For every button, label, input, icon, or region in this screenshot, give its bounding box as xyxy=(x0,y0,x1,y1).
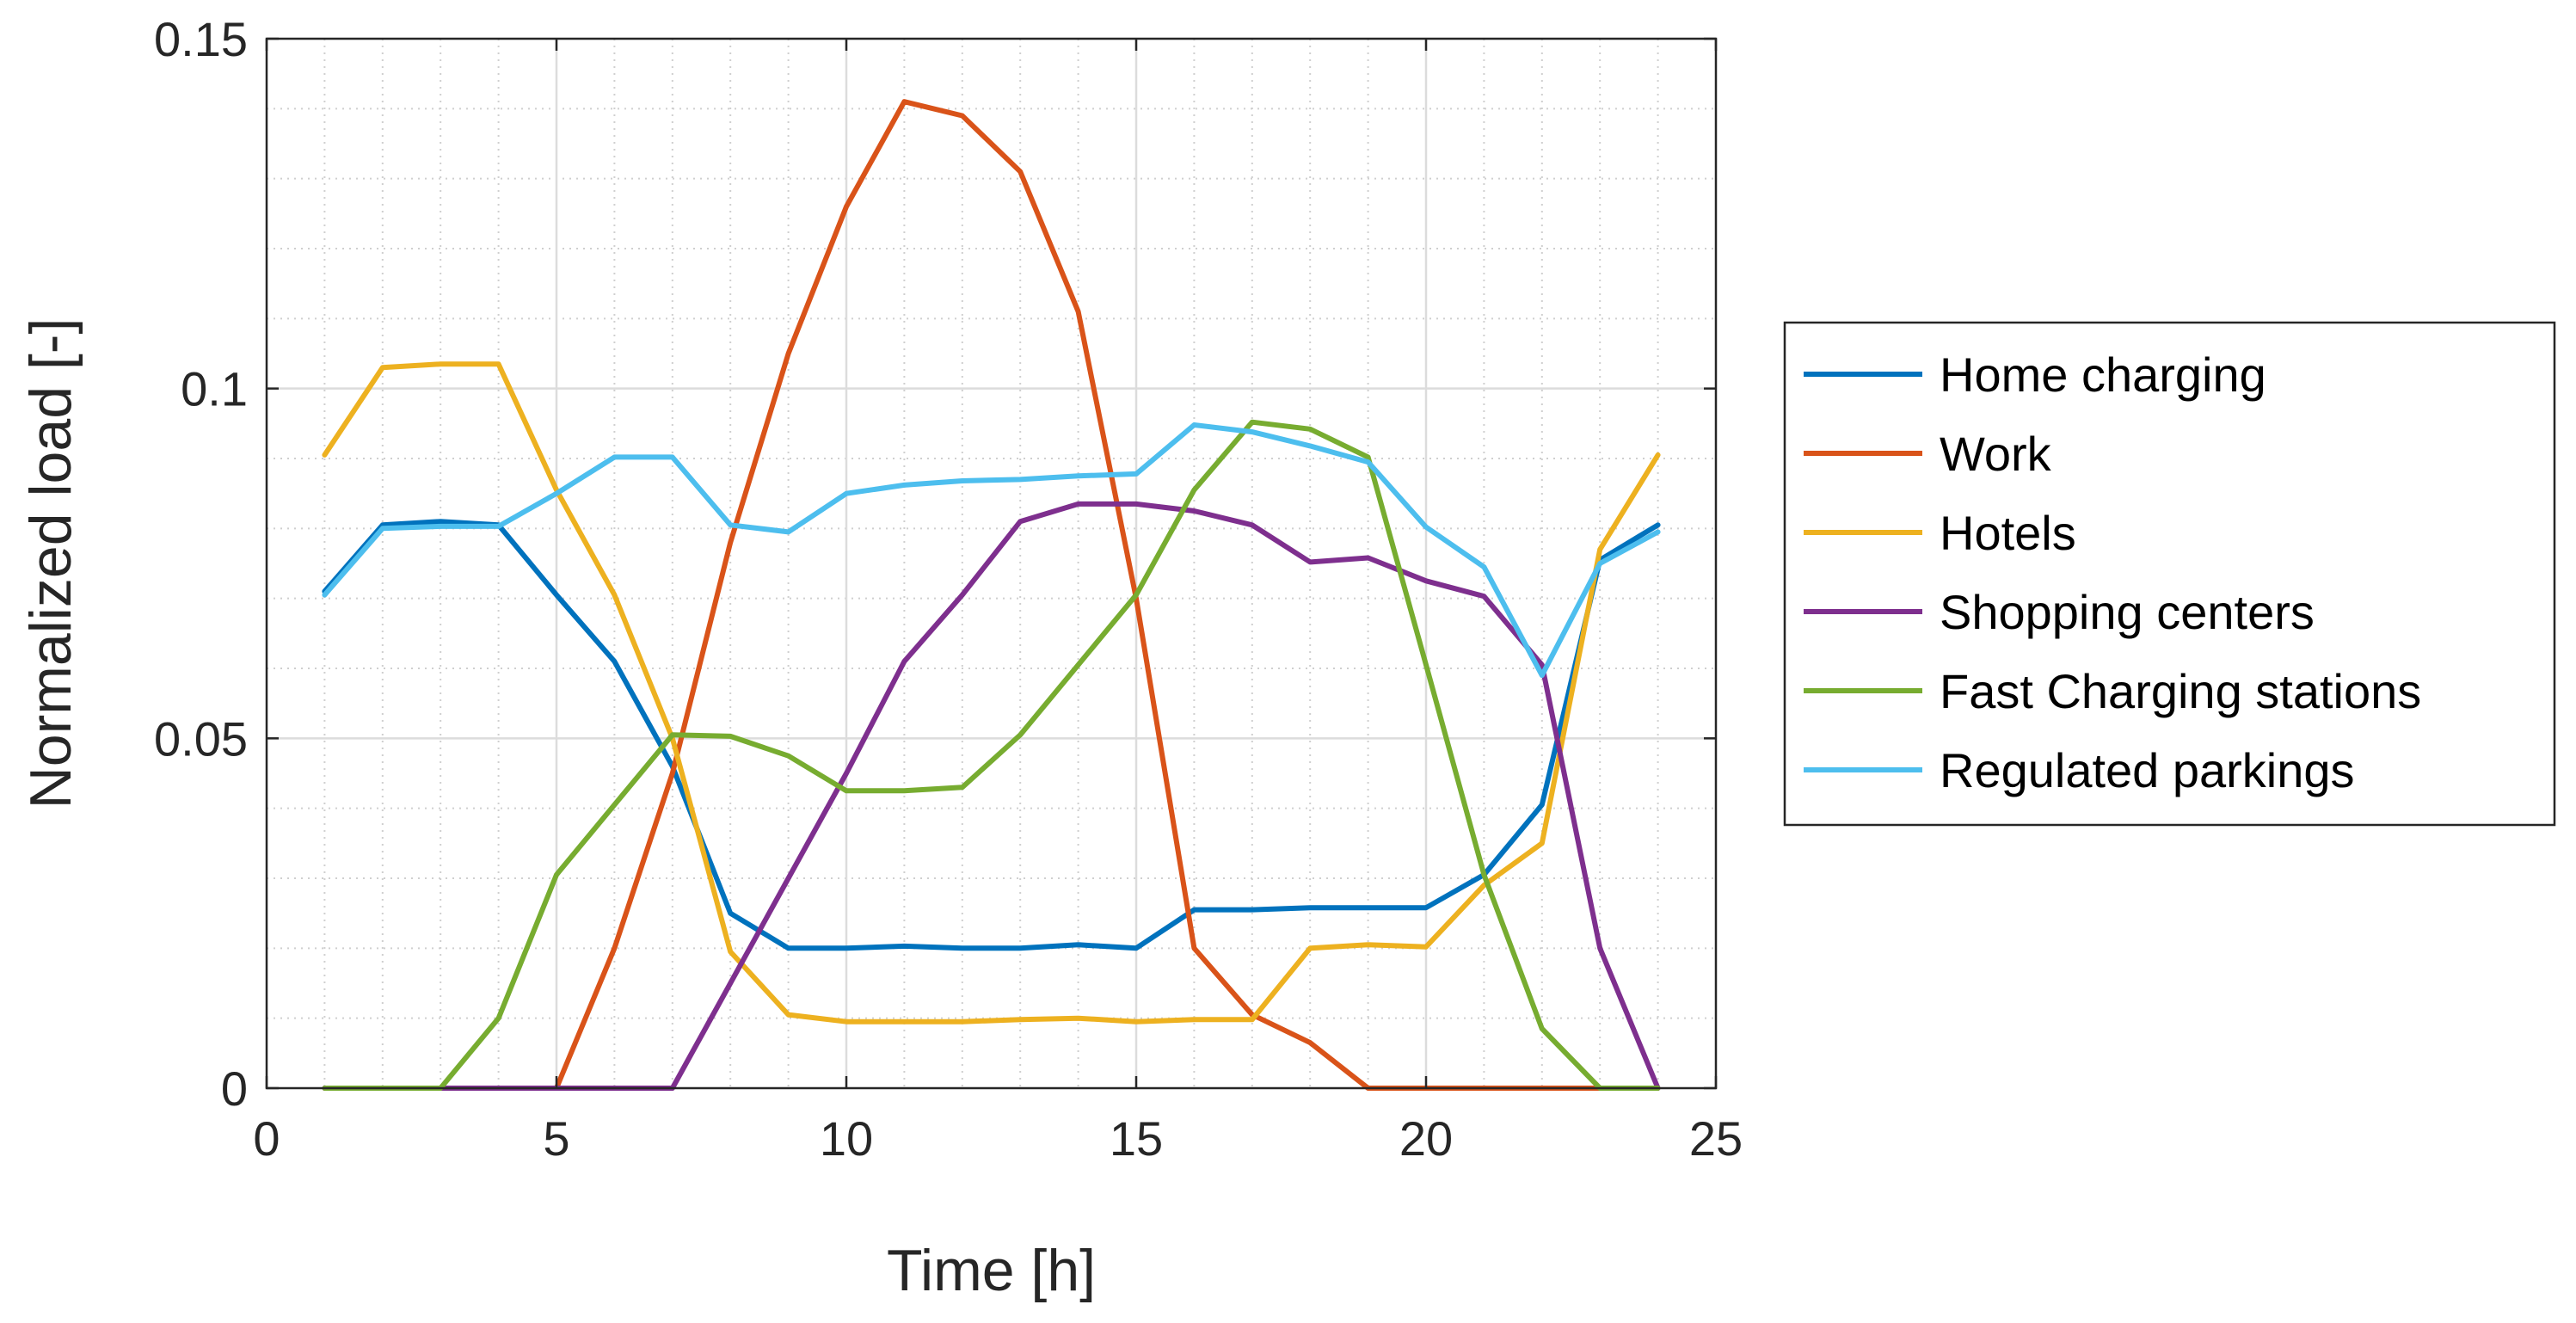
minor-grid xyxy=(267,39,1716,1088)
x-tick-label: 10 xyxy=(820,1111,873,1166)
legend-label: Work xyxy=(1940,427,2052,481)
series-line-work xyxy=(322,99,1661,1091)
y-tick-label: 0.05 xyxy=(154,711,248,766)
y-tick-label: 0.15 xyxy=(154,12,248,66)
series-line-regulated-parkings xyxy=(322,422,1661,679)
major-grid xyxy=(267,39,1716,1088)
y-axis-ticks: 0 0.05 0.1 0.15 xyxy=(154,12,1716,1116)
legend-label: Shopping centers xyxy=(1940,585,2315,639)
legend-item: Home charging xyxy=(1804,348,2266,402)
legend-item: Shopping centers xyxy=(1804,585,2315,639)
y-tick-label: 0.1 xyxy=(181,362,248,416)
x-tick-label: 25 xyxy=(1689,1111,1743,1166)
x-tick-label: 0 xyxy=(253,1111,280,1166)
legend-box xyxy=(1783,321,2556,827)
x-tick-label: 5 xyxy=(543,1111,569,1166)
series-line-fast-charging-stations xyxy=(322,419,1661,1091)
y-tick-label: 0 xyxy=(221,1061,248,1116)
plot-area-frame xyxy=(265,37,1718,1090)
legend-label: Regulated parkings xyxy=(1940,743,2355,797)
series-lines xyxy=(322,99,1661,1091)
series-line-hotels xyxy=(322,361,1661,1025)
x-axis-title: Time [h] xyxy=(887,1238,1096,1303)
series-line-shopping-centers xyxy=(322,501,1661,1091)
legend-label: Home charging xyxy=(1940,348,2266,402)
legend-item: Fast Charging stations xyxy=(1804,664,2421,718)
legend: Home charging Work Hotels Shopping centers F… xyxy=(1783,321,2556,827)
series-line-home-charging xyxy=(322,519,1661,951)
legend-item: Work xyxy=(1804,427,2052,481)
legend-item: Hotels xyxy=(1804,506,2076,560)
x-tick-label: 20 xyxy=(1399,1111,1453,1166)
y-axis-title: Normalized load [-] xyxy=(18,318,83,809)
legend-label: Hotels xyxy=(1940,506,2076,560)
legend-item: Regulated parkings xyxy=(1804,743,2355,797)
x-axis-ticks: 0 5 10 15 20 25 xyxy=(253,39,1743,1166)
legend-label: Fast Charging stations xyxy=(1940,664,2421,718)
x-tick-label: 15 xyxy=(1110,1111,1163,1166)
